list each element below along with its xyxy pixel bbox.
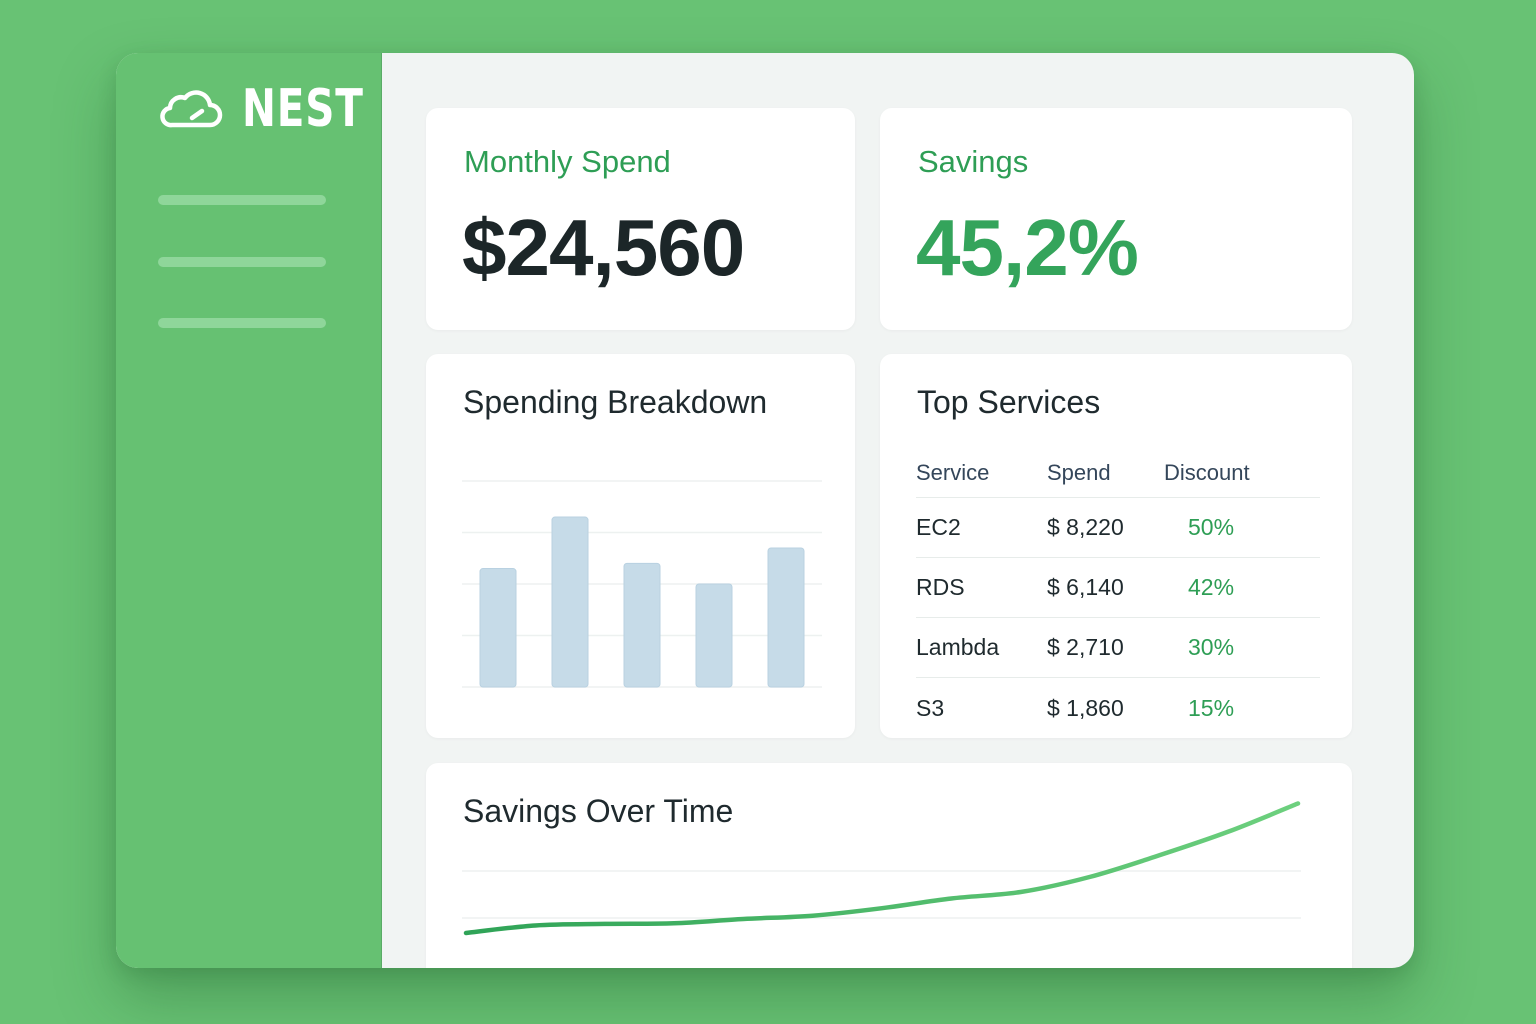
savings-label: Savings	[918, 144, 1029, 179]
bar	[623, 562, 661, 688]
service-spend: $ 8,220	[1047, 514, 1124, 540]
table-row[interactable]: RDS $ 6,140 42%	[916, 558, 1320, 618]
column-header-service[interactable]: Service	[916, 459, 990, 485]
spending-breakdown-title: Spending Breakdown	[463, 384, 768, 420]
brand-name: NEST	[242, 79, 364, 139]
sidebar-item-3[interactable]	[158, 318, 326, 328]
spending-breakdown-card: Spending Breakdown	[426, 354, 855, 738]
savings-card[interactable]: Savings 45,2%	[880, 108, 1352, 330]
table-row[interactable]: EC2 $ 8,220 50%	[916, 498, 1320, 558]
services-table: Service Spend Discount EC2 $ 8,220 50% R…	[916, 448, 1320, 738]
sidebar: NEST	[116, 53, 382, 968]
savings-over-time-card: Savings Over Time	[426, 763, 1352, 968]
savings-value: 45,2%	[916, 203, 1139, 292]
spending-breakdown-chart	[462, 480, 822, 688]
column-header-spend[interactable]: Spend	[1047, 459, 1111, 485]
table-row[interactable]: Lambda $ 2,710 30%	[916, 618, 1320, 678]
service-spend: $ 2,710	[1047, 634, 1124, 660]
monthly-spend-value: $24,560	[462, 203, 745, 292]
table-row[interactable]: S3 $ 1,860 15%	[916, 678, 1320, 738]
top-services-card: Top Services Service Spend Discount EC2 …	[880, 354, 1352, 738]
sidebar-item-2[interactable]	[158, 257, 326, 267]
service-spend: $ 6,140	[1047, 574, 1124, 600]
service-name: S3	[916, 694, 945, 721]
service-name: RDS	[916, 574, 965, 600]
cloud-icon	[160, 90, 223, 128]
savings-over-time-chart	[462, 801, 1301, 936]
table-header: Service Spend Discount	[916, 448, 1320, 498]
service-name: Lambda	[916, 634, 1000, 660]
service-name: EC2	[916, 514, 961, 540]
bar	[551, 516, 589, 688]
monthly-spend-card[interactable]: Monthly Spend $24,560	[426, 108, 855, 330]
bar	[695, 583, 733, 688]
service-discount: 42%	[1188, 574, 1235, 600]
savings-line	[463, 801, 1301, 936]
brand[interactable]: NEST	[158, 83, 398, 135]
monthly-spend-label: Monthly Spend	[464, 144, 671, 179]
bar	[767, 547, 805, 688]
service-discount: 30%	[1188, 634, 1235, 660]
sidebar-item-1[interactable]	[158, 195, 326, 205]
service-spend: $ 1,860	[1047, 694, 1124, 721]
app-window: NEST Monthly Spend $24,560 Savings 45,2%…	[116, 53, 1414, 968]
savings-over-time-title: Savings Over Time	[463, 793, 734, 829]
column-header-discount[interactable]: Discount	[1164, 459, 1250, 485]
bar	[479, 568, 517, 688]
service-discount: 15%	[1188, 694, 1235, 721]
top-services-title: Top Services	[917, 384, 1101, 420]
service-discount: 50%	[1188, 514, 1235, 540]
